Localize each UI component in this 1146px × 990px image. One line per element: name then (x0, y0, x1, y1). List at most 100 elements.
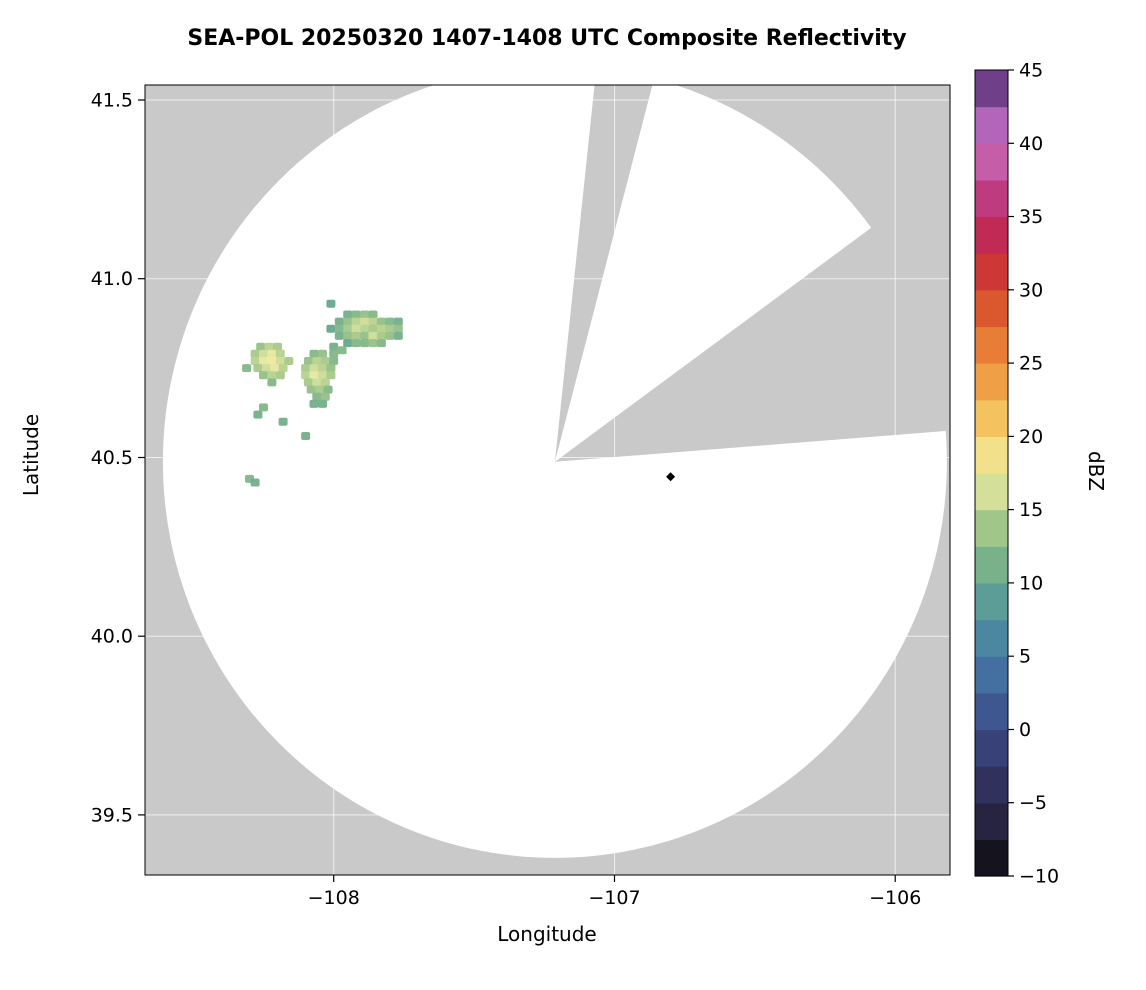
colorbar-tick-label: 45 (1019, 60, 1043, 82)
colorbar-segment (975, 436, 1008, 474)
echo-cell (309, 364, 319, 373)
echo-cell (393, 317, 403, 326)
echo-cell (278, 417, 288, 426)
colorbar-tick-label: 25 (1019, 353, 1043, 375)
echo-cell (351, 317, 361, 326)
echo-cell (261, 364, 271, 373)
echo-cell (351, 331, 361, 340)
echo-cell (242, 364, 252, 373)
site-marker (666, 472, 676, 482)
echo-cell (253, 364, 263, 373)
echo-cell (259, 357, 268, 365)
echo-cell (309, 349, 319, 358)
echo-cell (253, 410, 263, 419)
y-tick-label: 40.0 (91, 626, 133, 648)
colorbar-segment (975, 473, 1008, 511)
echo-cell (326, 324, 336, 333)
echo-cell (368, 310, 378, 319)
echo-cell (360, 324, 370, 333)
colorbar-tick-label: 0 (1019, 719, 1031, 741)
colorbar-segment (975, 70, 1008, 108)
echo-cell (326, 371, 336, 380)
echo-cell (376, 331, 386, 340)
echo-cell (334, 324, 344, 333)
colorbar-segment (975, 179, 1008, 218)
y-tick-label: 41.0 (91, 268, 133, 290)
plot-area (145, 85, 950, 875)
colorbar-segment (975, 326, 1008, 364)
colorbar-segment (975, 106, 1008, 144)
echo-cell (368, 324, 378, 333)
echo-cell (320, 357, 330, 365)
echo-cell (264, 342, 274, 351)
echo-cell (360, 331, 370, 340)
echo-cell (284, 357, 294, 365)
plot-frame (144, 84, 951, 876)
x-axis-label: Longitude (497, 922, 597, 946)
colorbar-segment (975, 509, 1008, 547)
colorbar-tick-label: 20 (1019, 426, 1043, 448)
echo-cell (376, 324, 386, 333)
echo-cell (368, 317, 378, 326)
colorbar-segment (975, 582, 1008, 621)
echo-cell (318, 399, 327, 408)
echo-cell (306, 385, 316, 394)
echo-cell (343, 339, 353, 348)
echo-cell (312, 392, 322, 401)
colorbar-segment (975, 839, 1008, 877)
colorbar-segment (975, 802, 1008, 840)
colorbar-segment (975, 546, 1008, 584)
echo-cell (270, 364, 280, 373)
colorbar-segment (975, 729, 1008, 767)
echo-cell (368, 331, 378, 340)
colorbar-segment (975, 692, 1008, 731)
echo-cell (343, 331, 353, 340)
y-tick-label: 40.5 (91, 447, 133, 469)
colorbar-tick-label: −10 (1019, 866, 1059, 888)
echo-cell (256, 342, 266, 351)
radar-coverage-circle (163, 85, 947, 858)
echo-cell (275, 371, 285, 380)
echo-cell (334, 331, 344, 340)
y-tick-label: 41.5 (91, 90, 133, 112)
echo-cell (315, 385, 325, 394)
colorbar-tick-label: 15 (1019, 499, 1043, 521)
colorbar-segment (975, 766, 1008, 804)
echo-cell (267, 371, 277, 380)
echo-cell (351, 310, 361, 319)
echo-cell (376, 317, 386, 326)
y-axis-label: Latitude (19, 413, 43, 497)
echo-cell (337, 346, 347, 355)
echo-cell (259, 349, 268, 358)
echo-cell (267, 349, 277, 358)
echo-cell (250, 349, 260, 358)
echo-cell (301, 432, 311, 440)
echo-cell (343, 317, 353, 326)
blocked-sector (554, 85, 653, 462)
colorbar-tick-label: 5 (1019, 646, 1031, 668)
echo-cell (385, 331, 395, 340)
echo-cell (320, 378, 330, 387)
echo-cell (326, 364, 336, 373)
echo-cell (267, 378, 277, 387)
colorbar-segment (975, 253, 1008, 291)
echo-cell (267, 357, 277, 365)
plot-title: SEA-POL 20250320 1407-1408 UTC Composite… (187, 26, 907, 51)
echo-cell (318, 364, 327, 373)
echo-cell (360, 310, 370, 319)
colorbar-tick-label: 40 (1019, 133, 1043, 155)
echo-cell (326, 299, 336, 308)
echo-cell (393, 324, 403, 333)
colorbar-segment (975, 399, 1008, 437)
echo-cell (259, 403, 268, 412)
echo-cell (343, 324, 353, 333)
echo-cell (318, 349, 327, 358)
echo-cell (318, 371, 327, 380)
echo-cell (309, 399, 319, 408)
colorbar-label: dBZ (1084, 450, 1108, 492)
y-tick-label: 39.5 (91, 804, 133, 826)
echo-cell (360, 317, 370, 326)
x-tick-label: −107 (588, 887, 640, 909)
echo-cell (301, 364, 311, 373)
